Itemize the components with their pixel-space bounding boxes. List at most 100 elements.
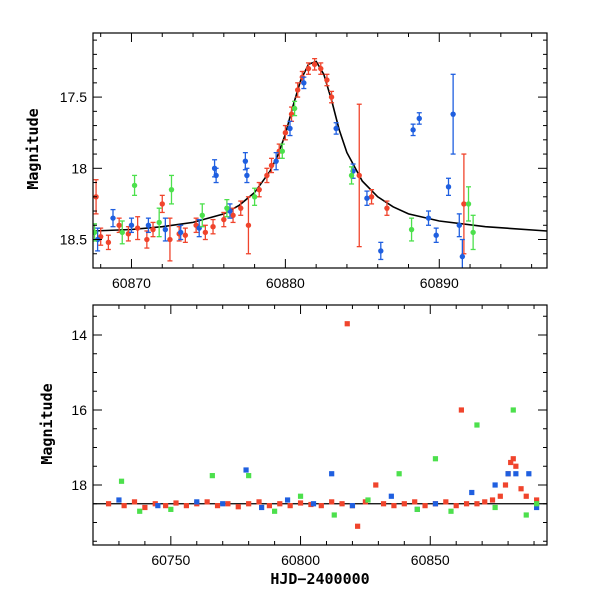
blue-data-point xyxy=(333,125,339,132)
green-data-point xyxy=(279,148,285,154)
blue-data-point xyxy=(433,232,439,238)
red-data-point xyxy=(256,499,262,505)
blue-data-point xyxy=(388,493,394,499)
red-data-point xyxy=(105,501,112,507)
green-data-point xyxy=(246,473,252,479)
red-data-point xyxy=(458,407,464,413)
red-data-point xyxy=(513,463,519,469)
blue-data-point xyxy=(526,471,532,477)
bottom-y-axis-title: Magnitude xyxy=(38,383,56,464)
red-data-point xyxy=(183,503,189,509)
green-data-point xyxy=(291,105,298,112)
green-data-point xyxy=(168,186,175,193)
blue-data-point xyxy=(162,226,169,233)
top-axes: 60870 60880 60890 17.5 18 18.5 xyxy=(60,32,548,291)
red-data-point xyxy=(202,229,209,236)
red-data-point xyxy=(225,501,231,507)
red-data-point xyxy=(221,216,227,223)
blue-data-point xyxy=(505,471,511,477)
red-data-point xyxy=(453,503,459,509)
top-plot-area xyxy=(93,57,547,268)
red-data-point xyxy=(287,503,293,509)
red-data-point xyxy=(134,225,141,231)
red-data-point xyxy=(318,503,324,509)
blue-data-point xyxy=(364,195,370,201)
blue-data-point xyxy=(220,501,226,507)
red-data-point xyxy=(268,162,275,169)
bottom-axes: 60750 60800 60850 14 16 18 xyxy=(71,304,548,568)
y-tick-label: 18 xyxy=(71,477,87,493)
red-data-point xyxy=(159,201,165,207)
red-data-point xyxy=(294,87,301,93)
blue-data-point xyxy=(513,471,519,477)
red-data-point xyxy=(443,499,449,505)
red-data-point xyxy=(264,172,270,179)
red-data-point xyxy=(474,501,480,507)
blue-data-point xyxy=(492,482,498,488)
red-data-point xyxy=(422,503,428,509)
blue-data-point xyxy=(242,158,249,164)
y-tick-label: 18.5 xyxy=(60,232,87,248)
red-data-point xyxy=(482,499,488,505)
red-data-point xyxy=(510,456,516,462)
green-data-point xyxy=(365,497,371,503)
blue-data-point xyxy=(456,222,462,228)
red-data-point xyxy=(534,497,540,503)
x-tick-label: 60800 xyxy=(281,552,320,568)
red-data-point xyxy=(391,503,397,509)
red-data-point xyxy=(167,236,173,243)
blue-data-point xyxy=(425,215,432,221)
green-data-point xyxy=(209,473,215,479)
red-data-point xyxy=(384,205,390,211)
bottom-plot-area xyxy=(93,321,547,529)
blue-data-point xyxy=(450,111,456,117)
top-y-axis-title: Magnitude xyxy=(24,108,42,189)
red-data-point xyxy=(324,77,330,83)
red-data-point xyxy=(144,236,150,243)
x-tick-label: 60880 xyxy=(266,275,305,291)
y-tick-label: 18 xyxy=(71,160,87,176)
red-data-point xyxy=(355,523,361,529)
blue-data-point xyxy=(432,501,439,507)
bottom-panel: 60750 60800 60850 14 16 18 Magnitude HJD−2400… xyxy=(38,304,548,588)
blue-data-point xyxy=(469,489,475,496)
blue-data-point xyxy=(155,503,161,509)
blue-data-point xyxy=(378,248,384,254)
blue-data-point xyxy=(459,253,466,260)
blue-data-point xyxy=(445,184,452,190)
blue-data-point xyxy=(310,501,317,507)
green-data-point xyxy=(119,229,125,236)
red-data-point xyxy=(238,205,244,211)
green-data-point xyxy=(492,504,498,511)
red-data-point xyxy=(150,226,156,233)
red-data-point xyxy=(329,499,335,505)
blue-data-point xyxy=(287,125,293,132)
red-data-point xyxy=(373,482,379,488)
red-data-point xyxy=(214,503,221,509)
blue-data-point xyxy=(116,497,122,503)
plot-frame xyxy=(92,304,548,546)
green-data-point xyxy=(534,501,540,507)
red-data-point xyxy=(318,65,324,72)
green-data-point xyxy=(348,172,355,179)
blue-data-point xyxy=(110,215,116,221)
x-tick-label: 60890 xyxy=(420,275,459,291)
red-data-point xyxy=(173,500,179,506)
green-data-point xyxy=(272,508,278,514)
blue-data-point xyxy=(301,80,307,86)
red-data-point xyxy=(305,65,312,72)
green-data-point xyxy=(93,229,98,236)
green-data-point xyxy=(414,506,420,512)
red-data-point xyxy=(311,61,318,68)
green-data-point xyxy=(199,212,205,219)
red-data-point xyxy=(368,194,375,200)
red-data-point xyxy=(523,493,529,499)
red-data-point xyxy=(380,501,387,507)
green-data-point xyxy=(297,493,304,499)
red-data-point xyxy=(142,504,148,511)
red-data-point xyxy=(163,503,169,509)
red-data-point xyxy=(266,503,273,509)
y-tick-label: 17.5 xyxy=(60,89,87,105)
red-data-point xyxy=(105,239,112,246)
red-data-point xyxy=(489,497,496,503)
